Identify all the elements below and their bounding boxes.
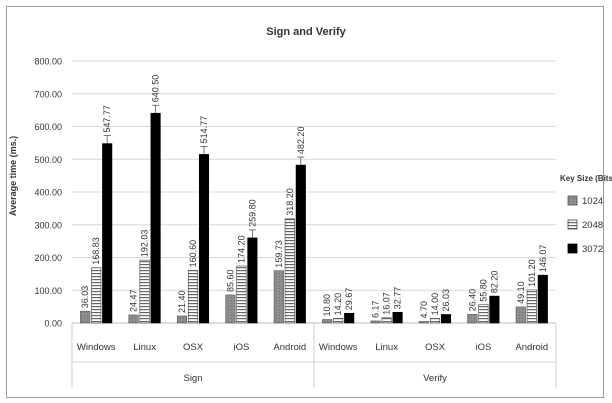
legend-swatch-1024 <box>567 195 578 206</box>
y-tick-label: 800.00 <box>34 57 62 67</box>
bar-verify-android-1024 <box>515 306 526 324</box>
data-label: 32.77 <box>393 287 403 310</box>
data-label: 36.03 <box>80 286 90 309</box>
data-label: 640.50 <box>151 75 161 103</box>
data-label: 14.20 <box>333 293 343 316</box>
data-label: 318.20 <box>285 188 295 216</box>
data-label: 101.20 <box>527 259 537 287</box>
bar-verify-android-2048 <box>526 289 537 324</box>
data-label: 168.83 <box>91 237 101 265</box>
y-tick-label: 400.00 <box>34 188 62 198</box>
bar-sign-android-1024 <box>273 270 284 324</box>
data-label: 159.73 <box>274 240 284 268</box>
bar-verify-windows-3072 <box>344 312 355 324</box>
bar-sign-osx-2048 <box>187 270 199 324</box>
data-label: 10.80 <box>322 294 332 317</box>
bar-sign-windows-1024 <box>80 310 91 324</box>
bar-sign-ios-2048 <box>236 265 247 324</box>
bar-verify-osx-1024 <box>418 321 430 324</box>
bar-sign-windows-2048 <box>91 267 102 324</box>
bars: 36.03 168.83 547.77 24.47 192.03 640.50 21.40 1… <box>80 75 548 324</box>
bar-sign-ios-3072 <box>247 237 258 324</box>
bar-sign-linux-3072 <box>150 112 161 324</box>
bar-verify-linux-2048 <box>381 317 392 324</box>
legend-title: Key Size (Bits) <box>560 174 612 183</box>
x-category-label: Windows <box>77 342 116 353</box>
bar-verify-ios-3072 <box>489 295 500 324</box>
x-group-label: Verify <box>423 373 447 384</box>
bar-verify-linux-3072 <box>392 311 403 324</box>
bar-verify-osx-3072 <box>440 314 452 324</box>
data-label: 82.20 <box>489 271 499 294</box>
data-label: 55.80 <box>478 279 488 302</box>
y-tick-label: 600.00 <box>34 122 62 132</box>
x-category-label: iOS <box>233 342 249 353</box>
data-label: 26.03 <box>441 289 451 312</box>
data-label: 259.80 <box>247 199 257 227</box>
y-axis-title: Average time (ms.) <box>8 136 18 216</box>
x-category-label: iOS <box>475 342 491 353</box>
x-category-label: Android <box>515 342 548 353</box>
legend-label-3072: 3072 <box>582 244 603 255</box>
bar-verify-linux-1024 <box>370 320 381 324</box>
data-label: 49.10 <box>516 281 526 304</box>
x-category-label: OSX <box>425 342 446 353</box>
legend-label-1024: 1024 <box>582 196 603 207</box>
data-label: 547.77 <box>102 105 112 133</box>
x-category-label: Linux <box>133 342 156 353</box>
x-axis: Windows Linux OSX iOS Android Sign Windows Linu… <box>71 323 557 388</box>
data-label: 4.70 <box>419 301 429 319</box>
bar-verify-android-3072 <box>537 274 548 324</box>
x-category-label: OSX <box>183 342 204 353</box>
data-label: 192.03 <box>140 230 150 258</box>
y-tick-label: 700.00 <box>34 89 62 99</box>
chart-title: Sign and Verify <box>266 26 346 38</box>
y-axis-ticks: 0.00 100.00 200.00 300.00 400.00 500.00 600.00… <box>34 57 62 329</box>
legend-label-2048: 2048 <box>582 220 603 231</box>
x-group-label: Sign <box>183 373 202 384</box>
data-label: 16.07 <box>382 292 392 315</box>
bar-verify-windows-1024 <box>322 319 333 324</box>
data-label: 160.60 <box>188 240 198 268</box>
x-category-label: Linux <box>375 342 398 353</box>
data-label: 482.20 <box>296 127 306 155</box>
y-tick-label: 200.00 <box>34 253 62 263</box>
bar-sign-android-3072 <box>295 164 306 324</box>
data-label: 146.07 <box>538 245 548 273</box>
data-label: 21.40 <box>177 290 187 313</box>
x-category-label: Android <box>273 342 306 353</box>
bar-sign-linux-2048 <box>139 259 150 324</box>
data-label: 26.40 <box>467 289 477 312</box>
bar-sign-osx-3072 <box>198 154 210 324</box>
y-tick-label: 0.00 <box>44 319 62 329</box>
data-label: 29.67 <box>344 288 354 311</box>
bar-sign-android-2048 <box>284 218 295 324</box>
bar-verify-ios-2048 <box>478 304 489 324</box>
bar-sign-osx-1024 <box>176 315 188 324</box>
y-tick-label: 100.00 <box>34 286 62 296</box>
data-label: 85.60 <box>225 269 235 292</box>
data-label: 174.20 <box>236 235 246 263</box>
bar-sign-windows-3072 <box>102 143 113 324</box>
bar-verify-windows-2048 <box>333 318 344 324</box>
data-label: 14.00 <box>430 293 440 316</box>
bar-verify-ios-1024 <box>467 314 478 324</box>
y-tick-label: 500.00 <box>34 155 62 165</box>
y-tick-label: 300.00 <box>34 220 62 230</box>
x-category-label: Windows <box>319 342 358 353</box>
data-label: 24.47 <box>129 289 139 312</box>
data-label: 6.17 <box>371 300 381 318</box>
legend-swatch-3072 <box>567 243 578 254</box>
bar-sign-ios-1024 <box>225 294 236 324</box>
bar-sign-linux-1024 <box>128 314 139 324</box>
data-label: 514.77 <box>199 116 209 144</box>
legend-swatch-2048 <box>567 219 578 230</box>
legend: Key Size (Bits) 1024 2048 3072 <box>560 174 612 255</box>
bar-verify-osx-2048 <box>429 318 441 324</box>
